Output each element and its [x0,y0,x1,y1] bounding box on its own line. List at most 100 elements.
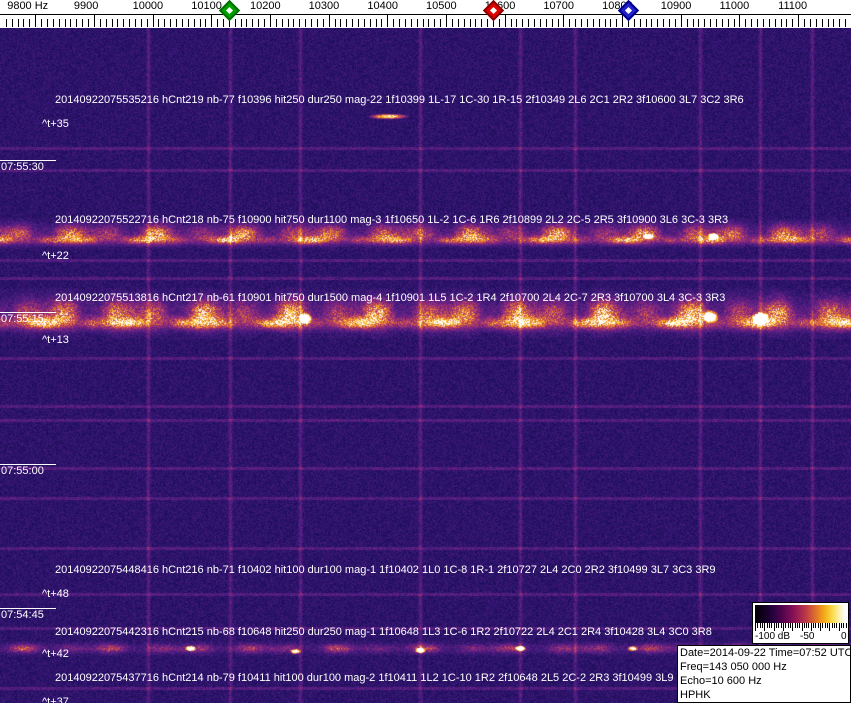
colorbar-tick-minor [759,623,761,628]
marker-center [225,6,233,15]
freq-tick-minor [417,19,418,27]
freq-tick-minor [751,19,752,27]
freq-tick-minor [141,19,142,27]
freq-tick-minor [147,19,148,27]
colorbar-tick-minor [834,623,836,628]
colorbar-tick-major [792,623,794,631]
freq-tick-minor [6,19,7,27]
colorbar-tick-minor [761,623,763,628]
freq-tick-minor [258,19,259,27]
freq-tick-minor [223,19,224,27]
freq-tick-minor [593,19,594,27]
freq-tick-minor [575,19,576,27]
freq-tick-minor [311,19,312,27]
time-label: 07:55:30 [1,161,44,173]
freq-tick-minor [358,19,359,27]
freq-tick-minor [493,19,494,27]
freq-tick-minor [317,19,318,27]
freq-tick-minor [282,19,283,27]
freq-tick-label: 11000 [719,0,750,12]
freq-tick-label: 11100 [778,0,808,12]
colorbar-tick-major [782,623,784,631]
event-detection-line: 20140922075522716 hCnt218 nb-75 f10900 h… [55,214,729,226]
freq-tick-minor [164,19,165,27]
colorbar-tick-minor [799,623,801,628]
colorbar-tick-minor [780,623,782,628]
colorbar-tick-major [773,623,775,631]
event-time-offset: ^t+48 [42,588,69,600]
freq-tick-minor [440,19,441,27]
freq-tick-minor [546,19,547,27]
freq-tick-major [798,14,799,27]
freq-tick-minor [423,19,424,27]
colorbar-tick-minor [775,623,777,628]
freq-tick-label: 10500 [426,0,457,12]
freq-tick-minor [305,19,306,27]
freq-tick-label: 10400 [367,0,398,12]
freq-tick-minor [241,19,242,27]
freq-tick-major [739,14,740,27]
freq-tick-minor [845,19,846,27]
event-time-offset: ^t+13 [42,334,69,346]
freq-tick-major [153,14,154,27]
freq-tick-minor [581,19,582,27]
freq-tick-minor [158,19,159,27]
freq-tick-minor [23,19,24,27]
freq-tick-minor [176,19,177,27]
freq-tick-minor [599,19,600,27]
colorbar-tick-minor [824,623,826,628]
colorbar-tick-minor [785,623,787,628]
colorbar-tick-major [838,623,840,631]
freq-tick-minor [651,19,652,27]
time-label: 07:55:00 [1,465,44,477]
freq-tick-major [211,14,212,27]
colorbar-tick-minor [845,623,847,628]
colorbar-tick-minor [789,623,791,628]
freq-tick-minor [235,19,236,27]
freq-tick-minor [434,19,435,27]
freq-tick-minor [335,19,336,27]
freq-tick-minor [663,19,664,27]
info-box: Date=2014-09-22 Time=07:52 UTC Freq=143 … [677,645,851,703]
freq-tick-minor [657,19,658,27]
ruler-baseline [0,14,851,15]
freq-tick-label: 10300 [308,0,340,12]
time-tick [0,160,56,161]
colorbar-tick-minor [841,623,843,628]
colorbar-tick-minor [827,623,829,628]
freq-tick-minor [722,19,723,27]
event-detection-line: 20140922075448416 hCnt216 nb-71 f10402 h… [55,564,716,576]
freq-tick-minor [687,19,688,27]
marker-green[interactable] [218,0,240,22]
freq-tick-minor [217,19,218,27]
colorbar-tick-minor [771,623,773,628]
freq-tick-minor [399,19,400,27]
waterfall-display[interactable]: 07:55:30 07:55:15 07:55:00 07:54:45 2014092… [0,28,851,703]
freq-tick-minor [200,19,201,27]
freq-tick-minor [828,19,829,27]
freq-tick-minor [669,19,670,27]
freq-tick-minor [452,19,453,27]
freq-tick-minor [616,19,617,27]
freq-tick-minor [323,19,324,27]
colorbar-tick-minor [787,623,789,628]
freq-tick-minor [76,19,77,27]
freq-tick-minor [558,19,559,27]
freq-tick-minor [716,19,717,27]
info-freq: Freq=143 050 000 Hz [680,661,787,673]
freq-tick-minor [646,19,647,27]
freq-tick-minor [293,19,294,27]
freq-tick-minor [734,19,735,27]
event-detection-line: 20140922075513816 hCnt217 nb-61 f10901 h… [55,292,726,304]
freq-tick-minor [393,19,394,27]
info-station: HPHK [680,689,711,701]
freq-tick-minor [117,19,118,27]
colorbar-label-mid: -50 [800,631,815,642]
freq-tick-minor [610,19,611,27]
freq-tick-minor [246,19,247,27]
freq-tick-minor [499,19,500,27]
freq-tick-minor [475,19,476,27]
freq-tick-minor [411,19,412,27]
freq-tick-label: 10700 [543,0,574,12]
